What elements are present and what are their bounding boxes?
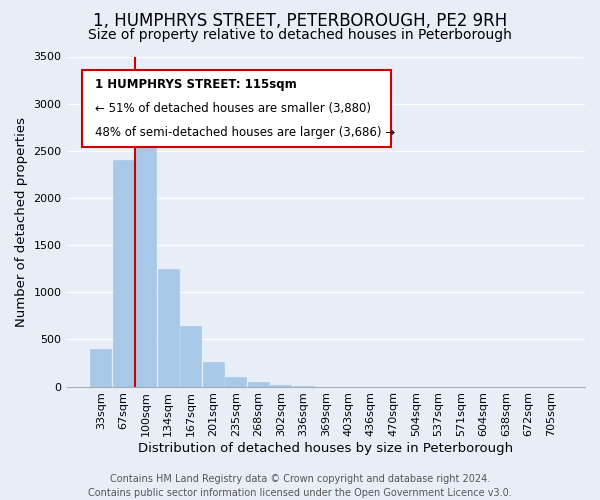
Text: Contains HM Land Registry data © Crown copyright and database right 2024.
Contai: Contains HM Land Registry data © Crown c…: [88, 474, 512, 498]
Bar: [180, 326, 202, 386]
Bar: [90, 349, 112, 387]
Bar: [248, 382, 269, 386]
Bar: [158, 268, 179, 386]
Text: 1, HUMPHRYS STREET, PETERBOROUGH, PE2 9RH: 1, HUMPHRYS STREET, PETERBOROUGH, PE2 9R…: [93, 12, 507, 30]
X-axis label: Distribution of detached houses by size in Peterborough: Distribution of detached houses by size …: [138, 442, 514, 455]
Text: 48% of semi-detached houses are larger (3,686) →: 48% of semi-detached houses are larger (…: [95, 126, 395, 139]
FancyBboxPatch shape: [82, 70, 391, 148]
Bar: [225, 377, 247, 386]
Bar: [113, 160, 134, 386]
Bar: [270, 384, 292, 386]
Text: 1 HUMPHRYS STREET: 115sqm: 1 HUMPHRYS STREET: 115sqm: [95, 78, 297, 91]
Bar: [135, 142, 157, 386]
Bar: [203, 362, 224, 386]
Text: ← 51% of detached houses are smaller (3,880): ← 51% of detached houses are smaller (3,…: [95, 102, 371, 115]
Y-axis label: Number of detached properties: Number of detached properties: [15, 116, 28, 326]
Text: Size of property relative to detached houses in Peterborough: Size of property relative to detached ho…: [88, 28, 512, 42]
